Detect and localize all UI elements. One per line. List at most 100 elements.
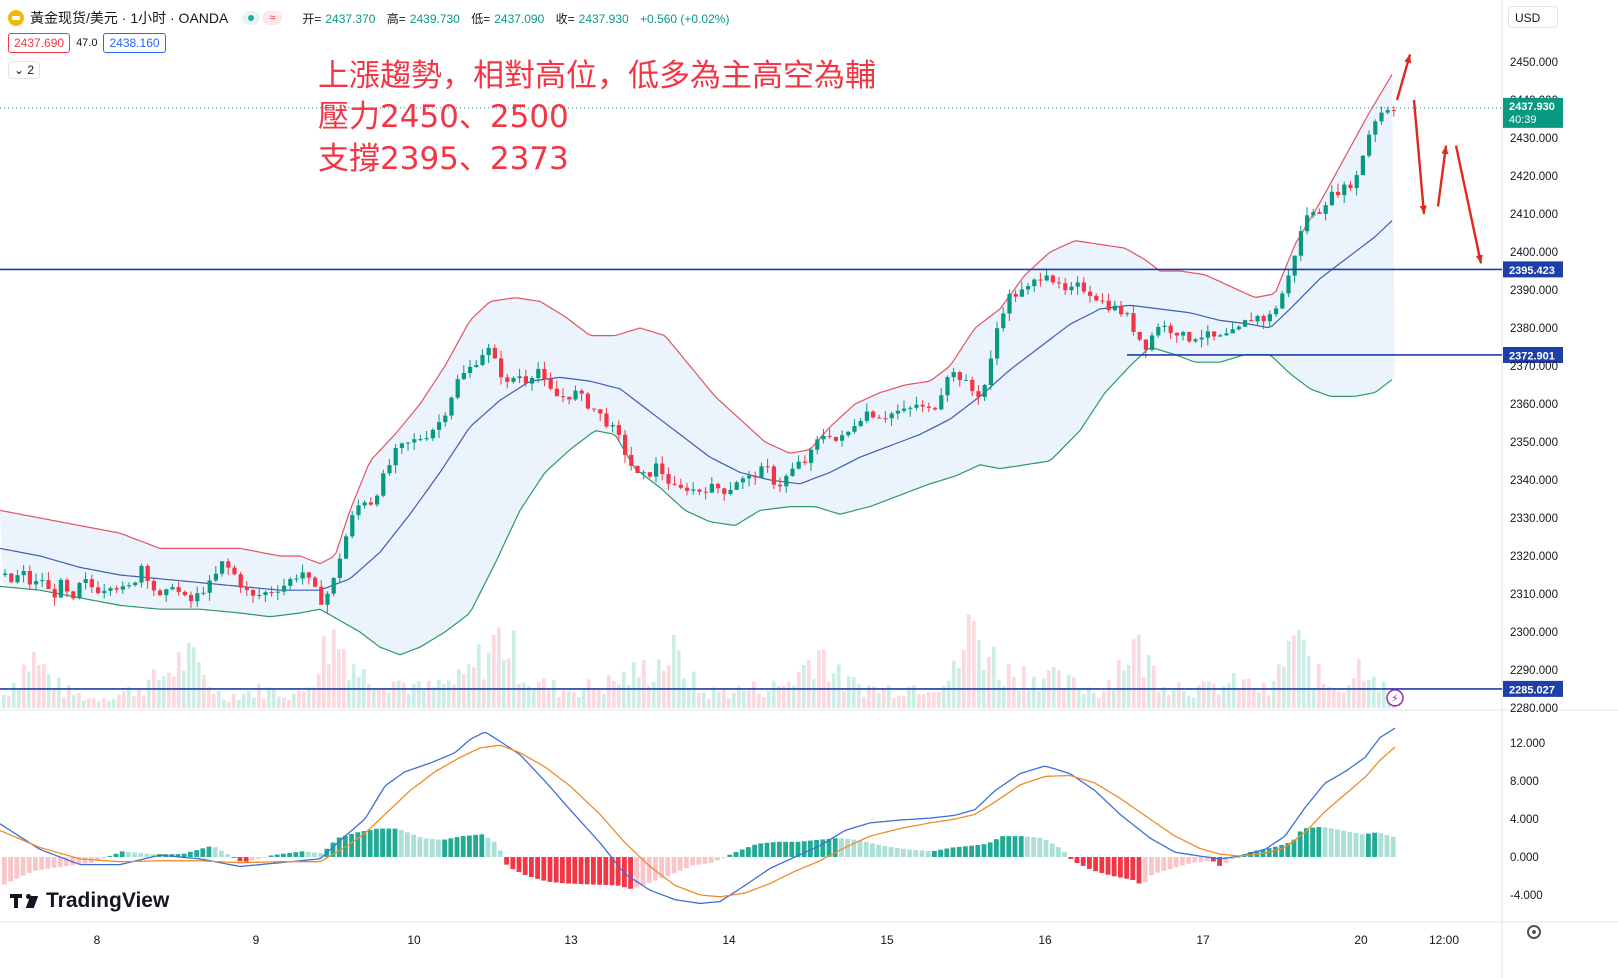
macd-histogram-bar: [950, 847, 956, 857]
candle-body: [945, 377, 950, 396]
candle-body: [412, 439, 417, 443]
volume-bar: [72, 694, 76, 708]
data-delay-icon[interactable]: ≈: [262, 11, 283, 25]
volume-bar: [332, 629, 336, 708]
macd-histogram-bar: [888, 846, 894, 857]
price-tick-label: 2290.000: [1510, 665, 1558, 677]
market-status[interactable]: ≈: [242, 11, 283, 25]
volume-bar: [807, 659, 811, 708]
volume-bar: [737, 685, 741, 708]
candle-body: [1261, 316, 1266, 322]
ohlc-readout: 开= 2437.370 高= 2439.730 低= 2437.090 收= 2437.…: [302, 11, 730, 26]
candle-body: [864, 411, 869, 421]
price-tick-label: 2410.000: [1510, 209, 1558, 221]
volume-bar: [497, 627, 501, 708]
horizontal-levels[interactable]: 2395.423 2372.901 2285.027 ⚡: [0, 107, 1563, 707]
time-axis[interactable]: 8 9 10 13 14 15 16 17 20 12:00: [94, 933, 1460, 947]
volume-bar: [452, 684, 456, 708]
volume-bar: [582, 688, 586, 708]
candle-body: [1205, 331, 1210, 338]
candle-body: [275, 591, 280, 593]
volume-bars: [2, 614, 1396, 708]
sell-price-button[interactable]: 2437.690: [8, 33, 71, 53]
volume-bar: [672, 635, 676, 708]
volume-bar: [882, 687, 886, 708]
macd-histogram-bar: [566, 857, 571, 884]
macd-histogram-bar: [293, 852, 299, 857]
buy-price-button[interactable]: 2438.160: [103, 33, 166, 53]
volume-bar: [667, 665, 671, 708]
candle-body: [970, 379, 975, 392]
price-axis[interactable]: 2450.0002440.0002430.0002420.0002410.000…: [1503, 57, 1563, 902]
macd-histogram-bar: [1025, 836, 1030, 857]
volume-bar: [527, 686, 531, 708]
candle-body: [821, 435, 826, 440]
candle-body: [840, 435, 845, 441]
volume-bar: [1297, 630, 1301, 708]
volume-bar: [1262, 682, 1266, 708]
time-tick-label: 13: [564, 933, 578, 947]
volume-bar: [297, 690, 301, 708]
macd-histogram-bar: [386, 828, 392, 857]
volume-bar: [772, 680, 776, 708]
macd-tick-label: -4.000: [1510, 890, 1543, 902]
annotation-line-3: 支撐2395、2373: [318, 141, 569, 177]
volume-bar: [77, 692, 81, 708]
macd-histogram-bar: [1031, 837, 1036, 857]
volume-bar: [2, 694, 6, 708]
volume-bar: [792, 685, 796, 708]
tradingview-logo[interactable]: TradingView: [10, 889, 169, 913]
candle-body: [511, 378, 516, 382]
candle-body: [46, 580, 51, 590]
market-open-icon[interactable]: [242, 11, 261, 25]
macd-histogram-bar: [194, 850, 199, 857]
volume-bar: [82, 700, 86, 708]
volume-bar: [172, 676, 176, 708]
volume-bar: [442, 684, 446, 708]
volume-bar: [292, 693, 296, 708]
candle-body: [641, 472, 646, 474]
volume-bar: [1312, 688, 1316, 708]
volume-bar: [552, 680, 556, 708]
volume-bar: [247, 690, 251, 708]
volume-bar: [797, 671, 801, 708]
candle-body: [1112, 305, 1117, 311]
symbol-title[interactable]: 黃金现货/美元 · 1小时 · OANDA: [30, 10, 229, 26]
candle-body: [1150, 335, 1155, 350]
indicator-collapse-button[interactable]: ⌄ 2: [8, 61, 41, 79]
low-value: 2437.090: [494, 11, 545, 26]
macd-histogram-bar: [1124, 857, 1129, 879]
volume-bar: [227, 701, 231, 708]
macd-histogram-bar: [684, 857, 689, 869]
macd-histogram-bar: [553, 857, 559, 883]
volume-bar: [1252, 689, 1256, 708]
time-tick-label: 16: [1038, 933, 1052, 947]
macd-histogram-bar: [82, 857, 88, 864]
candle-body: [368, 502, 373, 505]
volume-bar: [1282, 666, 1286, 708]
currency-selector[interactable]: USD: [1508, 6, 1558, 28]
candle-body: [908, 407, 913, 409]
volume-bar: [1042, 678, 1046, 708]
macd-histogram-bar: [1390, 836, 1396, 857]
macd-histogram-bar: [882, 845, 888, 857]
volume-bar: [872, 686, 876, 708]
settings-gear-icon[interactable]: [1527, 925, 1541, 939]
macd-histogram-bar: [752, 844, 757, 857]
macd-histogram-bar: [305, 851, 311, 857]
upper-band-line: [0, 74, 1393, 565]
volume-bar: [1142, 677, 1146, 708]
gold-coin-icon: [8, 10, 24, 26]
macd-histogram-bar: [287, 852, 292, 857]
candle-body: [933, 407, 938, 410]
macd-histogram-bar: [423, 838, 429, 857]
macd-histogram-bar: [1316, 827, 1322, 857]
macd-histogram-bar: [1043, 840, 1049, 857]
volume-bar: [487, 652, 491, 708]
candle-body: [1286, 275, 1291, 294]
volume-bar: [472, 667, 476, 708]
macd-histogram-bar: [467, 835, 472, 857]
candle-body: [1088, 291, 1093, 296]
macd-histogram-bar: [1136, 857, 1142, 884]
